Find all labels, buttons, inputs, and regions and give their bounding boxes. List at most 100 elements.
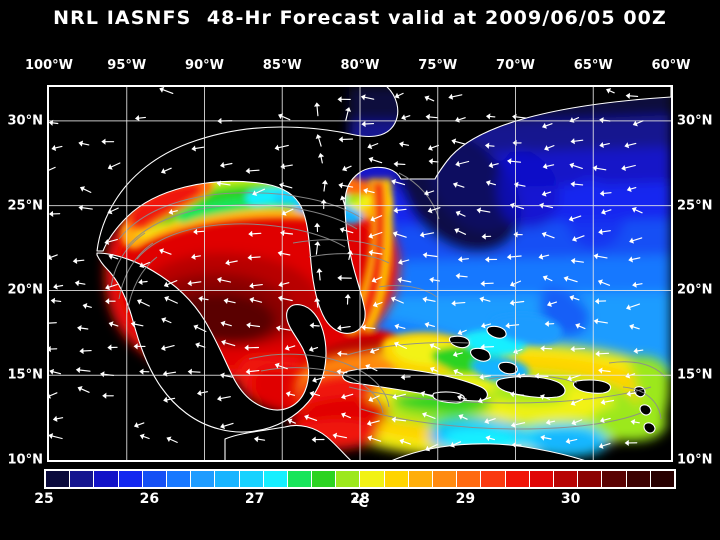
current-vector-head <box>485 435 491 442</box>
current-vector-head <box>108 253 114 260</box>
current-vector <box>422 232 435 236</box>
graticule <box>49 87 671 460</box>
current-vector-head <box>507 158 512 165</box>
current-vector <box>573 260 584 263</box>
current-vector-head <box>216 180 222 187</box>
current-vector <box>457 230 467 235</box>
current-vector-head <box>541 231 547 238</box>
current-vector <box>431 160 439 163</box>
current-vector <box>608 90 615 94</box>
current-vector-head <box>49 393 52 399</box>
current-vector-head <box>624 142 630 149</box>
current-vector <box>348 252 351 260</box>
current-vector <box>516 184 526 187</box>
current-vector <box>482 375 491 378</box>
current-vector-head <box>451 300 456 307</box>
current-vector-head <box>563 275 569 282</box>
current-vector-head <box>82 303 88 310</box>
current-vector-head <box>453 368 459 375</box>
current-vector-head <box>342 165 348 172</box>
current-vector-head <box>339 226 345 233</box>
current-vector <box>512 300 525 304</box>
current-vector-head <box>570 400 576 406</box>
current-vector-head <box>448 93 454 100</box>
current-vector <box>219 182 231 186</box>
colorbar-swatch <box>529 471 554 487</box>
current-vector-head <box>221 339 226 346</box>
current-vector-head <box>244 344 249 351</box>
current-vector-head <box>139 368 144 375</box>
current-vector <box>323 182 326 192</box>
current-vector-head <box>49 254 53 261</box>
current-vector <box>403 115 411 118</box>
current-vector-head <box>570 138 575 145</box>
current-vector-head <box>600 399 606 406</box>
current-vector-head <box>488 162 494 169</box>
current-vector <box>461 416 468 420</box>
current-vector-head <box>252 190 258 196</box>
current-vector <box>136 422 145 426</box>
current-vector <box>367 366 378 372</box>
current-vector-head <box>484 418 490 424</box>
current-vector <box>400 259 410 263</box>
current-vector <box>402 143 410 146</box>
current-vector-head <box>481 233 486 240</box>
current-vector-head <box>277 250 283 257</box>
current-vector <box>82 188 92 193</box>
current-vector <box>631 257 641 261</box>
current-vector-head <box>133 343 138 350</box>
current-vector-head <box>223 297 229 305</box>
current-vector-head <box>626 390 631 397</box>
current-vector-head <box>450 441 455 448</box>
latitude-axis-left: 30°N 25°N 20°N 15°N 10°N <box>0 0 43 540</box>
current-vector <box>54 145 63 149</box>
colorbar-swatch <box>142 471 167 487</box>
sst-field <box>49 87 671 460</box>
current-vector-head <box>317 152 325 158</box>
current-vector-head <box>159 87 165 93</box>
colorbar-tick-label: 27 <box>244 491 265 507</box>
current-vector <box>432 279 441 282</box>
current-vector <box>487 145 495 147</box>
current-vector-head <box>545 419 551 426</box>
current-vector <box>601 230 611 233</box>
current-vector-head <box>248 230 253 238</box>
current-vector <box>427 97 435 102</box>
current-vector-head <box>193 228 198 235</box>
colorbar <box>44 469 676 489</box>
current-vector <box>482 298 491 302</box>
current-vector-head <box>361 120 366 128</box>
current-vector-head <box>107 208 113 215</box>
current-vector-head <box>107 163 113 170</box>
current-vector <box>395 393 406 398</box>
current-vector <box>508 324 520 327</box>
current-vector <box>339 326 351 329</box>
colorbar-swatch <box>215 471 240 487</box>
current-vector <box>488 437 495 441</box>
current-vector-head <box>368 156 374 163</box>
current-vector <box>281 184 293 189</box>
current-vector <box>199 391 208 394</box>
current-vector-head <box>476 207 482 214</box>
colorbar-tick-label: 30 <box>560 491 581 507</box>
current-vector-head <box>138 279 143 286</box>
current-vector-head <box>368 232 374 239</box>
current-vector-head <box>419 231 425 238</box>
current-vector <box>252 299 263 303</box>
current-vector <box>491 163 499 166</box>
current-vector <box>572 297 580 301</box>
current-vector <box>77 282 86 285</box>
current-vector-head <box>253 436 259 443</box>
current-vector-head <box>108 321 114 328</box>
current-vector-head <box>455 210 461 217</box>
current-vector-head <box>631 206 637 213</box>
current-vector <box>254 188 266 194</box>
current-vector-head <box>49 433 54 440</box>
current-vector <box>631 237 643 242</box>
current-vector <box>283 164 293 167</box>
current-vector-head <box>49 210 54 218</box>
current-vector <box>424 414 436 419</box>
current-vector <box>141 280 148 283</box>
current-vector-head <box>277 295 283 302</box>
current-vector <box>427 443 439 450</box>
